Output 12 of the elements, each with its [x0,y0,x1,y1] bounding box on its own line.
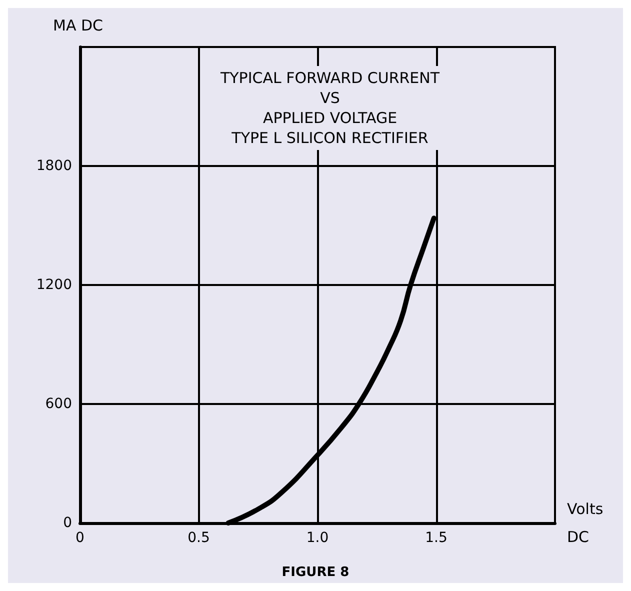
y-tick-label: 0 [63,515,72,531]
x-tick-label: 1.0 [306,530,329,546]
x-tick-label: 1.5 [425,530,448,546]
caption: FIGURE 8 [282,565,350,580]
y-axis-title: MA DC [53,16,103,34]
y-tick-label: 1200 [36,277,72,293]
x-axis-title: Volts DC [567,500,604,546]
x-tick-label: 0 [76,530,84,546]
text: TYPICAL FORWARD CURRENT VS APPLIED VOLTAGE TYPE L SILICON RECTIFIER [219,69,440,147]
y-tick-label: 600 [45,396,72,412]
y-tick-label: 1800 [36,158,72,174]
x-tick-label: 0.5 [188,530,210,546]
